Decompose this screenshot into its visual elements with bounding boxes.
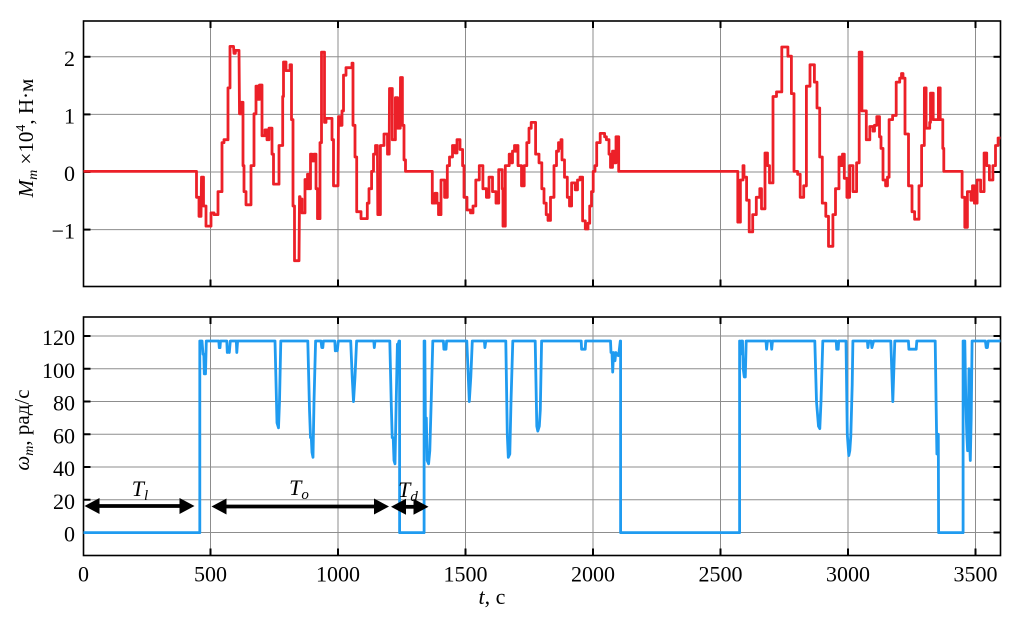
svg-text:100: 100 [42,358,75,383]
svg-text:60: 60 [53,423,75,448]
svg-text:20: 20 [53,489,75,514]
svg-text:Mm ×104, Н·м: Mm ×104, Н·м [14,79,41,199]
svg-text:1500: 1500 [444,562,488,587]
svg-text:1000: 1000 [316,562,360,587]
svg-text:120: 120 [42,325,75,350]
svg-text:3500: 3500 [954,562,998,587]
svg-text:40: 40 [53,456,75,481]
svg-text:3000: 3000 [826,562,870,587]
svg-text:1: 1 [64,103,75,128]
svg-text:0: 0 [64,161,75,186]
svg-text:0: 0 [78,562,89,587]
svg-text:500: 500 [194,562,227,587]
svg-text:2500: 2500 [699,562,743,587]
svg-text:ωm, рад/с: ωm, рад/с [10,389,37,470]
svg-text:2000: 2000 [571,562,615,587]
svg-text:−1: −1 [52,219,75,244]
svg-text:0: 0 [64,522,75,547]
svg-text:80: 80 [53,391,75,416]
svg-text:t, с: t, с [479,584,506,609]
svg-text:2: 2 [64,46,75,71]
